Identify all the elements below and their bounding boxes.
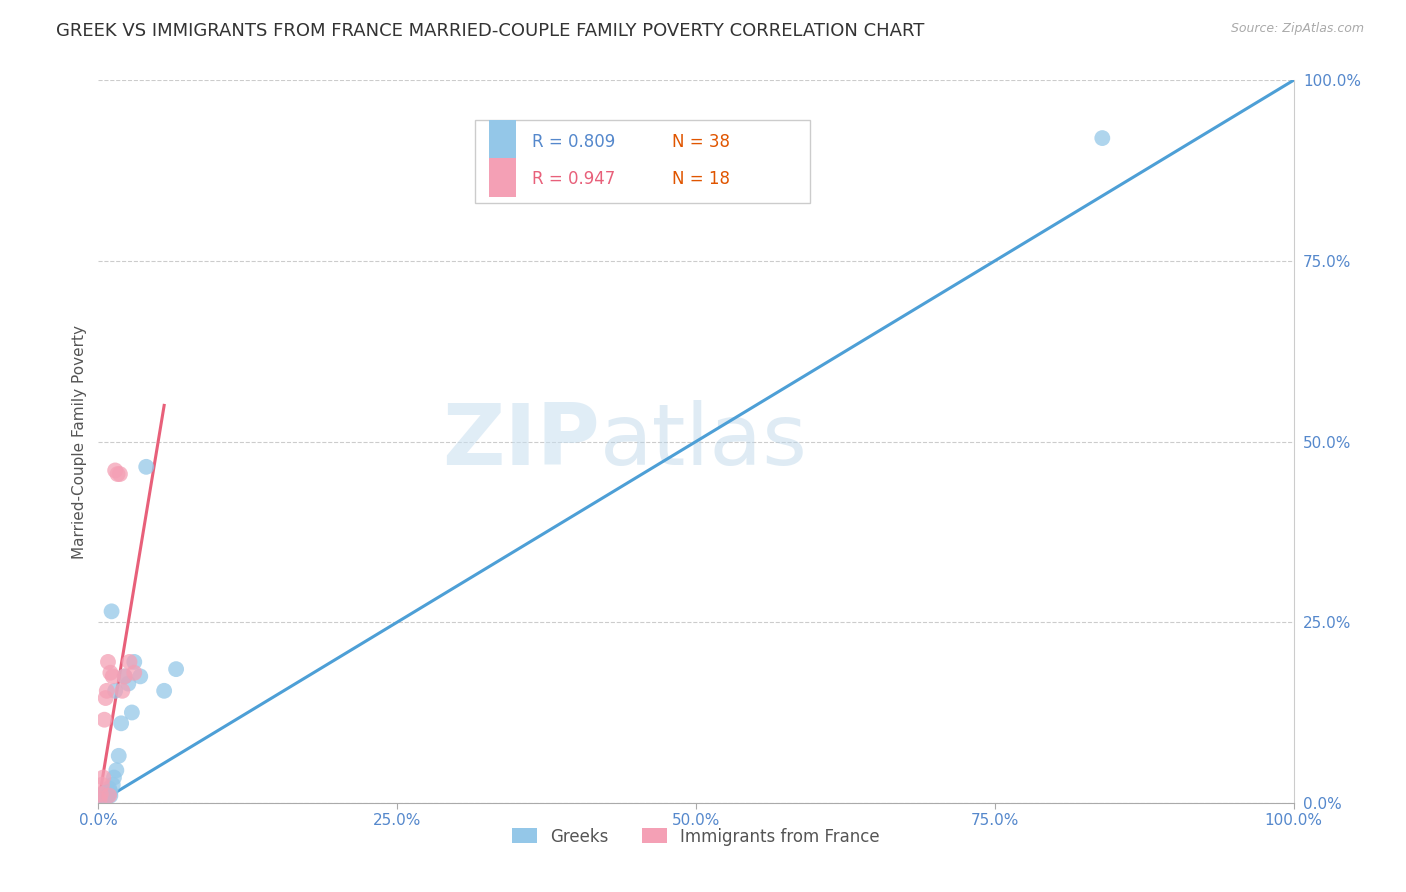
Point	[97, 785, 120, 799]
Point	[93, 790, 115, 805]
Point	[90, 790, 112, 805]
Text: GREEK VS IMMIGRANTS FROM FRANCE MARRIED-COUPLE FAMILY POVERTY CORRELATION CHART: GREEK VS IMMIGRANTS FROM FRANCE MARRIED-…	[56, 22, 925, 40]
Point	[114, 669, 136, 683]
Point	[93, 789, 115, 803]
Legend: Greeks, Immigrants from France: Greeks, Immigrants from France	[505, 821, 887, 852]
Point	[110, 716, 132, 731]
Point	[124, 665, 146, 680]
Point	[129, 669, 152, 683]
Point	[111, 683, 134, 698]
Point	[90, 792, 112, 806]
Point	[117, 676, 139, 690]
Point	[98, 785, 122, 799]
Point	[91, 790, 114, 805]
Point	[94, 691, 117, 706]
Point	[94, 792, 117, 806]
FancyBboxPatch shape	[475, 120, 810, 203]
Point	[153, 683, 176, 698]
Point	[91, 792, 114, 806]
Point	[121, 706, 143, 720]
Text: R = 0.809: R = 0.809	[533, 133, 616, 151]
Point	[90, 787, 112, 801]
Text: R = 0.947: R = 0.947	[533, 170, 616, 188]
Point	[91, 787, 114, 801]
Text: N = 38: N = 38	[672, 133, 730, 151]
Y-axis label: Married-Couple Family Poverty: Married-Couple Family Poverty	[72, 325, 87, 558]
Point	[91, 789, 114, 803]
Point	[104, 683, 127, 698]
Point	[100, 604, 122, 618]
Point	[89, 792, 111, 806]
Point	[107, 748, 129, 763]
Text: ZIP: ZIP	[443, 400, 600, 483]
Bar	[489, 158, 516, 197]
Point	[94, 789, 117, 803]
Point	[104, 463, 127, 477]
Bar	[489, 120, 516, 160]
Point	[135, 459, 157, 474]
Point	[101, 778, 124, 792]
Point	[118, 655, 141, 669]
Point	[90, 789, 112, 803]
Point	[98, 789, 121, 803]
Text: Source: ZipAtlas.com: Source: ZipAtlas.com	[1230, 22, 1364, 36]
Text: atlas: atlas	[600, 400, 808, 483]
Point	[93, 792, 115, 806]
Point	[91, 790, 114, 805]
Point	[103, 771, 125, 785]
Point	[97, 789, 120, 803]
Point	[91, 778, 114, 792]
Point	[1091, 131, 1114, 145]
Point	[91, 792, 114, 806]
Point	[89, 792, 111, 806]
Text: N = 18: N = 18	[672, 170, 730, 188]
Point	[165, 662, 187, 676]
Point	[97, 655, 120, 669]
Point	[107, 467, 129, 481]
Point	[124, 655, 146, 669]
Point	[96, 785, 118, 799]
Point	[98, 665, 122, 680]
Point	[93, 713, 115, 727]
Point	[108, 467, 131, 481]
Point	[101, 669, 124, 683]
Point	[98, 781, 121, 796]
Point	[96, 790, 118, 805]
Point	[105, 764, 128, 778]
Point	[91, 771, 114, 785]
Point	[96, 683, 118, 698]
Point	[98, 789, 122, 803]
Point	[114, 669, 136, 683]
